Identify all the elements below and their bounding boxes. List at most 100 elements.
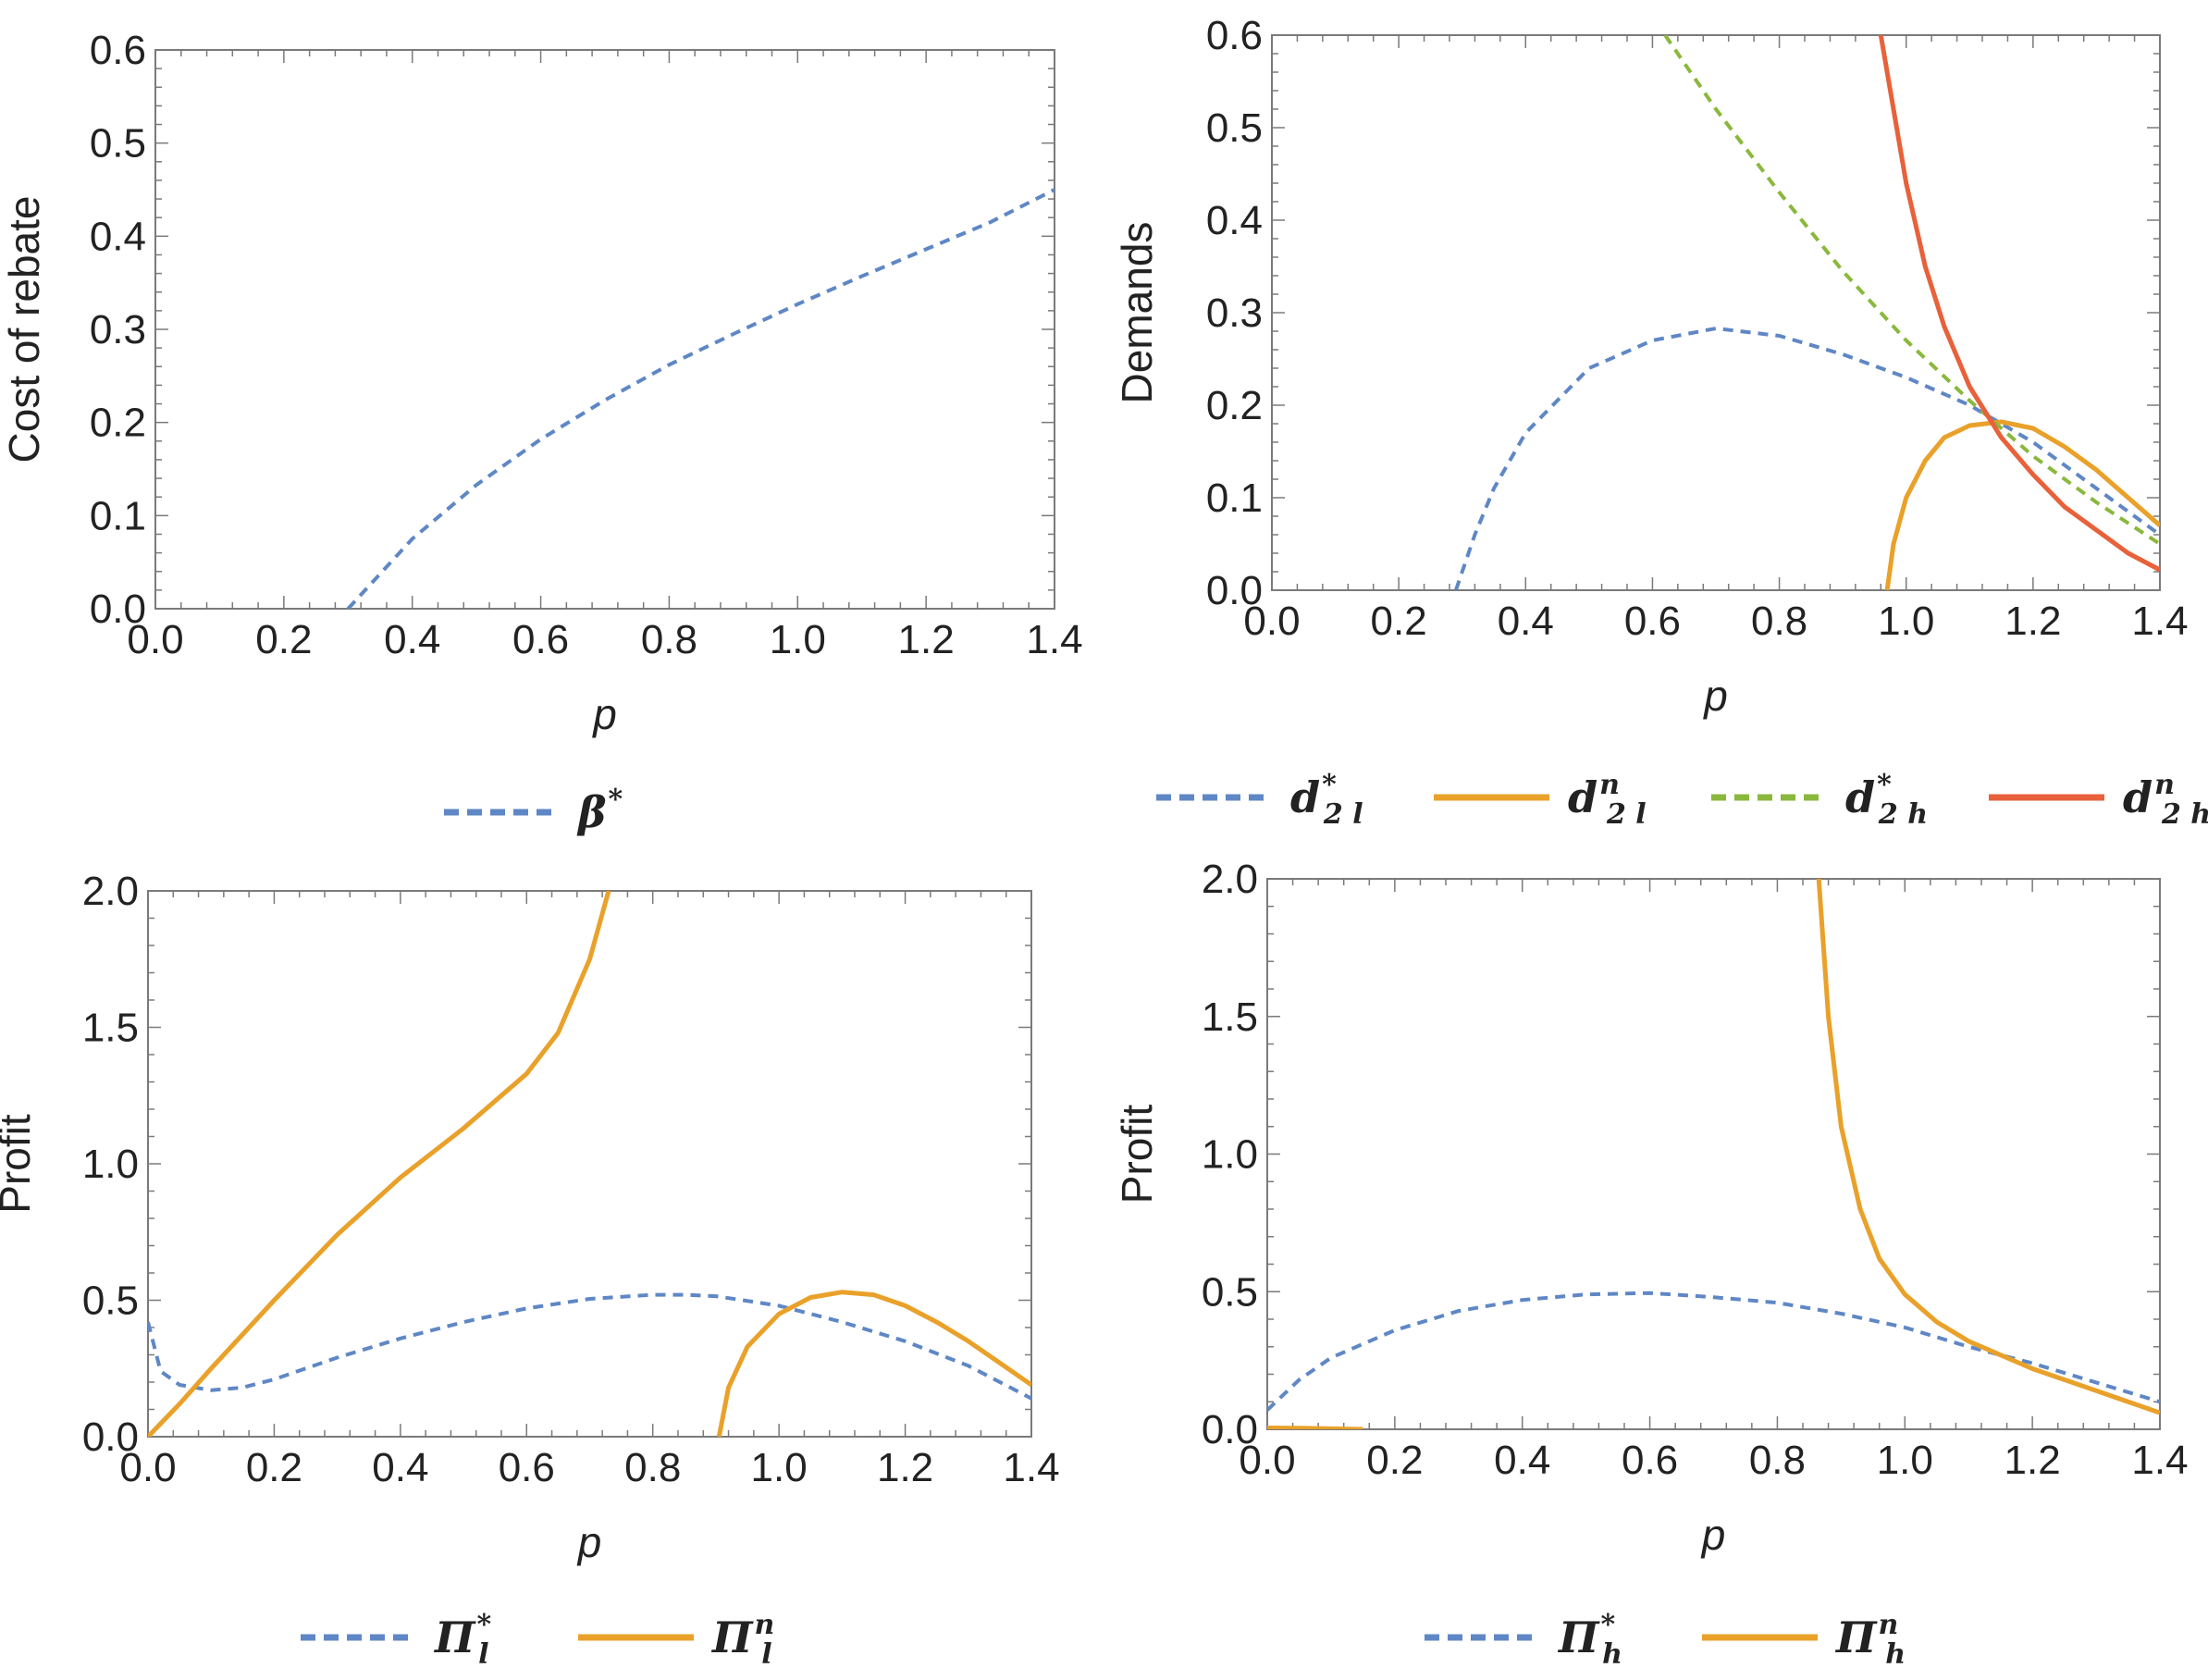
y-tick-label: 0.0 [90, 587, 146, 632]
y-tick-label: 0.4 [1206, 198, 1263, 243]
x-tick-label: 0.8 [624, 1445, 681, 1490]
legend-label-sup: n [1599, 769, 1620, 801]
legend-label-main: d [1290, 772, 1320, 822]
x-axis-label: p [576, 1518, 602, 1566]
x-tick-label: 1.2 [898, 617, 955, 662]
legend-label-main: β [576, 787, 607, 837]
legend: d* 2 l dn 2 l d* 2 h dn 2 h [1156, 769, 2208, 831]
y-tick-label: 0.5 [82, 1279, 139, 1324]
x-tick-label: 1.0 [1878, 599, 1934, 644]
x-tick-label: 0.4 [372, 1445, 428, 1490]
y-tick-label: 0.0 [1206, 568, 1263, 613]
series-lines [1454, 35, 2160, 590]
legend-label: d* 2 h [1845, 769, 1928, 831]
y-tick-label: 0.3 [1206, 290, 1263, 336]
series-lines [148, 891, 1031, 1437]
x-tick-label: 0.8 [641, 617, 697, 662]
x-tick-label: 1.2 [2004, 1438, 2061, 1483]
x-tick-label: 0.2 [1366, 1438, 1423, 1483]
plot-frame [147, 890, 1032, 1438]
series-line-2 [1267, 1426, 1363, 1429]
legend-label: d* 2 l [1290, 769, 1363, 831]
y-tick-label: 0.2 [1206, 383, 1263, 428]
legend-label: Π* h [1557, 1609, 1622, 1671]
x-tick-label: 0.6 [512, 617, 569, 662]
x-tick-label: 0.6 [1622, 1438, 1678, 1483]
x-tick-label: 0.0 [1239, 1438, 1295, 1483]
x-tick-label: 1.4 [1003, 1445, 1059, 1490]
x-tick-label: 0.0 [127, 617, 183, 662]
x-tick-label: 1.2 [2004, 599, 2061, 644]
y-tick-label: 0.6 [90, 28, 146, 73]
legend-label-main: d [2123, 772, 2152, 822]
series-line-0 [148, 1292, 1031, 1401]
x-tick-label: 1.2 [877, 1445, 933, 1490]
chart-panel-profit-h: 0.0 0.2 0.4 0.6 0.8 1.0 1.2 1.4 0.0 0.5 1.0 1.5 2.0 p… [1113, 857, 2189, 1671]
series-line-0 [1454, 327, 2160, 590]
y-tick-label: 1.5 [1202, 994, 1258, 1040]
legend-label-sub: 2 h [2161, 798, 2208, 831]
x-tick-label: 0.8 [1749, 1438, 1806, 1483]
y-axis-label: Profit [0, 1114, 39, 1214]
legend-label-main: Π [1834, 1612, 1878, 1662]
y-tick-label: 0.1 [90, 493, 146, 538]
legend-label: Π* l [433, 1609, 491, 1671]
x-tick-label: 1.4 [2131, 599, 2188, 644]
x-axis-label: p [1700, 1511, 1726, 1559]
y-tick-label: 0.0 [1202, 1407, 1258, 1452]
series-line-3 [1878, 35, 2160, 573]
legend-item: β* [444, 784, 623, 837]
series-lines [346, 188, 1055, 609]
legend-label-sub: 2 h [1878, 798, 1928, 831]
y-axis-label: Profit [1113, 1105, 1161, 1204]
legend-item: Π* l [301, 1609, 491, 1671]
x-axis-label: p [591, 690, 617, 738]
x-tick-label: 0.0 [1243, 599, 1300, 644]
y-tick-label: 1.0 [1202, 1132, 1258, 1178]
x-tick-label: 0.4 [1494, 1438, 1550, 1483]
legend-label-sub: h [1885, 1638, 1906, 1671]
y-axis-label: Demands [1113, 222, 1161, 404]
series-line-1 [1884, 419, 2160, 590]
legend: β* [444, 784, 623, 837]
x-tick-label: 0.6 [499, 1445, 555, 1490]
tick-marks [147, 890, 1032, 1438]
chart-panel-cost-of-rebate: 0.0 0.2 0.4 0.6 0.8 1.0 1.2 1.4 0.0 0.1 0.2 0.3 0.4 0… [0, 28, 1083, 837]
legend-label-sup: * [1877, 769, 1892, 801]
legend-item: d* 2 h [1711, 769, 1928, 831]
legend-label-main: d [1568, 772, 1597, 822]
legend-label-main: Π [1557, 1612, 1600, 1662]
chart-panel-demands: 0.0 0.2 0.4 0.6 0.8 1.0 1.2 1.4 0.0 0.1 0.2 0.3 0.4 0… [1113, 13, 2208, 831]
legend-label: Πn h [1834, 1609, 1906, 1671]
y-tick-label: 2.0 [82, 869, 139, 914]
legend-label-main: d [1845, 772, 1875, 822]
legend-label: β* [576, 784, 623, 837]
y-tick-label: 0.6 [1206, 13, 1263, 58]
legend-label-sub: 2 l [1323, 798, 1363, 831]
legend-label-sup: n [1878, 1609, 1898, 1641]
series-line-0 [346, 188, 1055, 609]
y-tick-label: 0.4 [90, 214, 146, 259]
legend-label-sup: * [609, 784, 623, 816]
legend-label-main: Π [433, 1612, 476, 1662]
x-tick-label: 1.0 [1877, 1438, 1933, 1483]
tick-marks [1271, 34, 2161, 591]
x-tick-label: 0.2 [255, 617, 312, 662]
legend-label: Πn l [710, 1609, 774, 1671]
series-line-1 [1816, 879, 2160, 1415]
x-tick-label: 1.0 [751, 1445, 808, 1490]
x-tick-label: 0.2 [1371, 599, 1427, 644]
y-tick-label: 1.5 [82, 1006, 139, 1051]
y-tick-label: 0.5 [1206, 105, 1263, 151]
x-tick-label: 0.4 [1498, 599, 1554, 644]
y-tick-label: 2.0 [1202, 857, 1258, 902]
legend: Π* l Πn l [301, 1609, 774, 1671]
series-line-2 [1663, 35, 2160, 546]
legend-label-main: Π [710, 1612, 754, 1662]
series-line-2 [716, 1290, 1031, 1437]
x-tick-label: 1.4 [2131, 1438, 2188, 1483]
legend-label: dn 2 l [1568, 769, 1647, 831]
x-tick-label: 0.8 [1751, 599, 1807, 644]
x-tick-label: 0.4 [384, 617, 440, 662]
